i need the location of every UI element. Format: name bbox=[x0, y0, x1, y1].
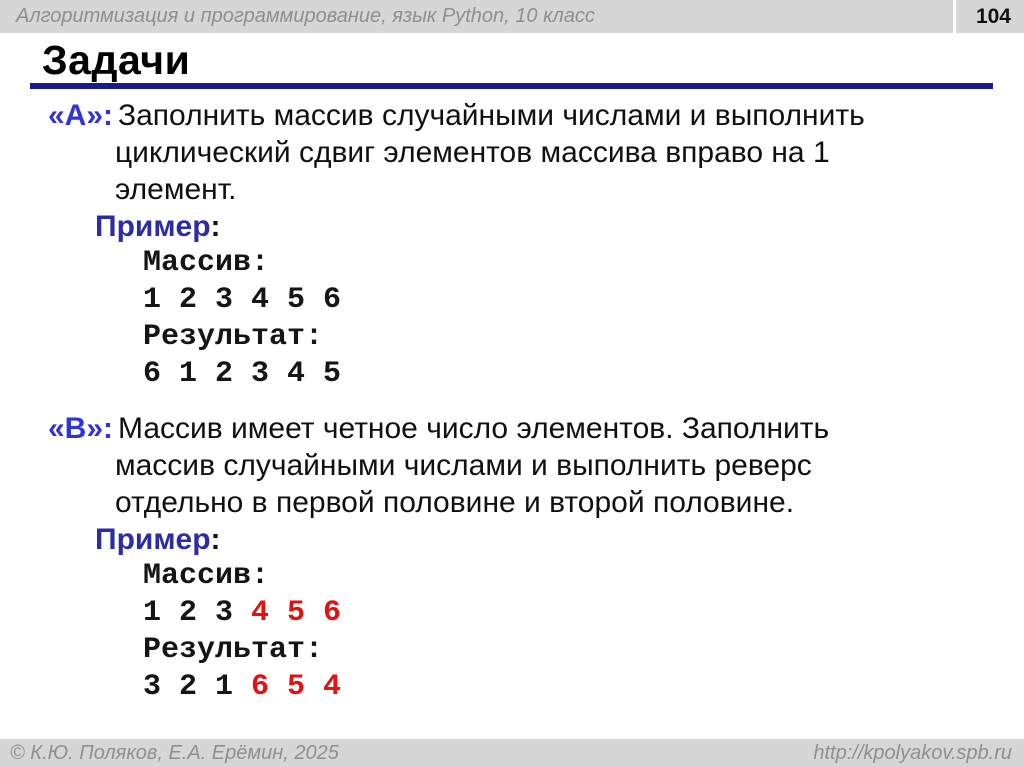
footer-url-link[interactable]: http://kpolyakov.spb.ru bbox=[813, 741, 1012, 764]
task-description-line: элемент. bbox=[0, 171, 1024, 208]
code-line: 6 1 2 3 4 5 bbox=[0, 356, 1024, 393]
header-separator bbox=[953, 0, 956, 33]
slide-footer-bar: © К.Ю. Поляков, Е.А. Ерёмин, 2025 http:/… bbox=[0, 739, 1024, 767]
footer-copyright: © К.Ю. Поляков, Е.А. Ерёмин, 2025 bbox=[10, 741, 339, 764]
task-level-label: «B»: bbox=[48, 412, 114, 445]
task-description-text: элемент. bbox=[115, 173, 237, 206]
task-section: «A»: Заполнить массив случайными числами … bbox=[0, 97, 1024, 393]
code-segment: Массив: bbox=[143, 559, 270, 593]
code-segment: 4 5 6 bbox=[251, 596, 342, 630]
example-label: Пример bbox=[95, 210, 211, 243]
task-description-line: «A»: Заполнить массив случайными числами … bbox=[0, 97, 1024, 134]
example-colon: : bbox=[210, 210, 221, 243]
code-segment: 6 5 4 bbox=[251, 670, 342, 704]
task-description-line: «B»: Массив имеет четное число элементов.… bbox=[0, 410, 1024, 447]
page-title: Задачи bbox=[42, 37, 191, 83]
task-description-text: циклический сдвиг элементов массива впра… bbox=[115, 136, 830, 169]
example-label: Пример bbox=[95, 523, 211, 556]
code-segment: Результат: bbox=[143, 633, 324, 667]
code-segment: 1 2 3 4 5 6 bbox=[143, 283, 342, 317]
task-description-text: массив случайными числами и выполнить ре… bbox=[115, 449, 812, 482]
page-number: 104 bbox=[975, 4, 1011, 28]
task-description-text: Массив имеет четное число элементов. Зап… bbox=[118, 412, 830, 445]
task-description-text: отдельно в первой половине и второй поло… bbox=[115, 486, 795, 519]
slide-header-bar: Алгоритмизация и программирование, язык … bbox=[0, 0, 1024, 33]
example-heading: Пример: bbox=[0, 521, 1024, 558]
code-segment: 1 2 3 bbox=[143, 596, 252, 630]
task-description-text: Заполнить массив случайными числами и вы… bbox=[118, 99, 865, 132]
code-line: Результат: bbox=[0, 632, 1024, 669]
code-line: 1 2 3 4 5 6 bbox=[0, 595, 1024, 632]
code-line: Результат: bbox=[0, 319, 1024, 356]
task-level-label: «A»: bbox=[48, 99, 114, 132]
task-section: «B»: Массив имеет четное число элементов.… bbox=[0, 410, 1024, 706]
slide-content: «A»: Заполнить массив случайными числами … bbox=[0, 97, 1024, 706]
title-underline-rule bbox=[30, 83, 993, 89]
task-description-line: отдельно в первой половине и второй поло… bbox=[0, 484, 1024, 521]
code-segment: 6 1 2 3 4 5 bbox=[143, 357, 342, 391]
course-title: Алгоритмизация и программирование, язык … bbox=[16, 5, 595, 27]
code-segment: Массив: bbox=[143, 246, 270, 280]
code-line: 1 2 3 4 5 6 bbox=[0, 282, 1024, 319]
task-description-line: массив случайными числами и выполнить ре… bbox=[0, 447, 1024, 484]
example-colon: : bbox=[210, 523, 221, 556]
code-line: Массив: bbox=[0, 558, 1024, 595]
task-description-line: циклический сдвиг элементов массива впра… bbox=[0, 134, 1024, 171]
code-line: 3 2 1 6 5 4 bbox=[0, 669, 1024, 706]
example-heading: Пример: bbox=[0, 208, 1024, 245]
code-segment: Результат: bbox=[143, 320, 324, 354]
code-segment: 3 2 1 bbox=[143, 670, 252, 704]
code-line: Массив: bbox=[0, 245, 1024, 282]
